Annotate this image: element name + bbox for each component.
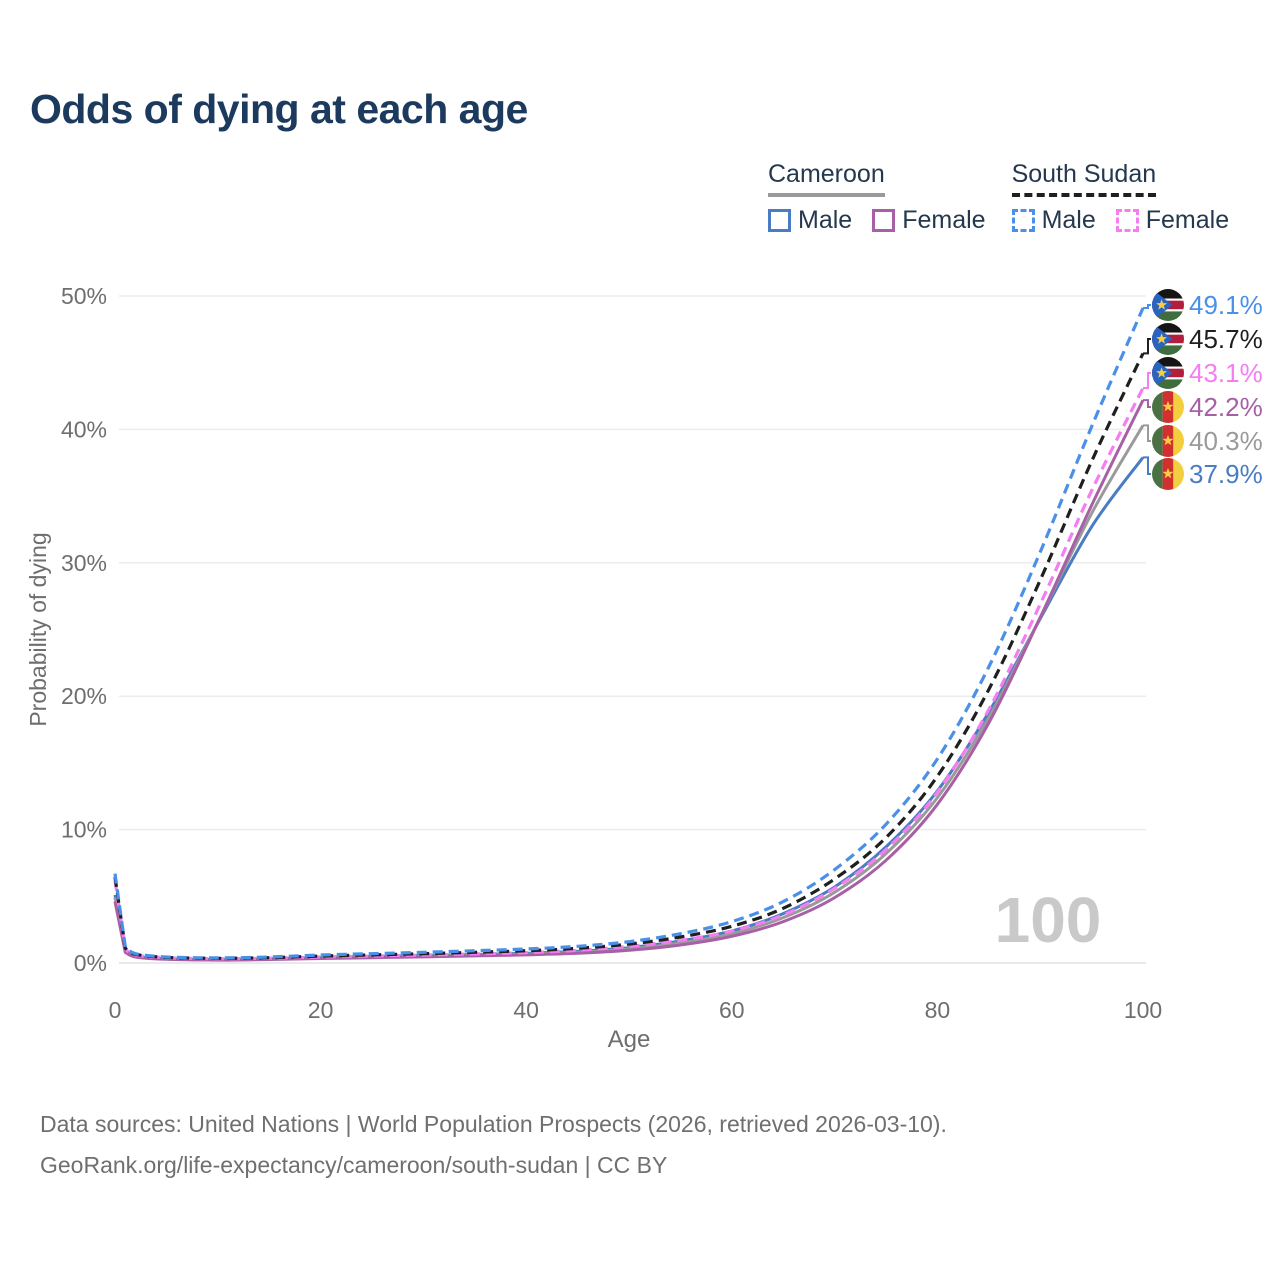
legend-item-south-sudan-female[interactable]: Female <box>1115 206 1230 235</box>
end-label-connector-south-sudan-female <box>1143 372 1151 389</box>
x-tick-label-80: 80 <box>925 997 951 1023</box>
end-value-label-cameroon-female: 42.2% <box>1189 392 1263 422</box>
end-value-label-south-sudan-male: 49.1% <box>1189 290 1263 320</box>
y-tick-label-0: 0% <box>74 950 107 976</box>
watermark-age-100: 100 <box>995 884 1102 956</box>
legend-label-cameroon-female: Female <box>902 206 986 234</box>
x-tick-label-40: 40 <box>513 997 539 1023</box>
flag-icon-cameroon <box>1152 391 1184 423</box>
flag-icon-cameroon <box>1152 425 1184 457</box>
legend-item-cameroon-male[interactable]: Male <box>768 206 852 235</box>
end-label-connector-cameroon-male <box>1143 456 1151 475</box>
legend-group-cameroon: Cameroon Male Female <box>768 160 986 235</box>
footer: Data sources: United Nations | World Pop… <box>40 1104 947 1186</box>
x-axis-title: Age <box>608 1026 651 1053</box>
y-tick-label-10: 10% <box>61 817 107 843</box>
footer-attribution: GeoRank.org/life-expectancy/cameroon/sou… <box>40 1152 668 1178</box>
legend-swatch-cameroon-male-icon <box>768 209 791 232</box>
series-line-south-sudan-both-sexes <box>113 352 1145 960</box>
end-value-label-south-sudan-female: 43.1% <box>1189 358 1263 388</box>
legend-swatch-south-sudan-male-icon <box>1011 209 1035 232</box>
legend-label-cameroon-male: Male <box>798 206 853 234</box>
legend-row-south-sudan: Male Female <box>1011 206 1230 235</box>
series-line-cameroon-female <box>113 399 1145 962</box>
end-label-connector-south-sudan-male <box>1143 304 1151 309</box>
series-line-south-sudan-male <box>113 307 1145 960</box>
legend-header-south-sudan[interactable]: South Sudan <box>1011 160 1157 197</box>
flag-icon-cameroon <box>1152 458 1184 490</box>
flag-icon-south-sudan <box>1152 323 1184 355</box>
legend-group-south-sudan: South Sudan Male Female <box>1011 160 1230 235</box>
x-tick-label-100: 100 <box>1124 997 1162 1023</box>
x-tick-label-60: 60 <box>719 997 745 1023</box>
y-tick-label-20: 20% <box>61 683 107 709</box>
flag-icon-south-sudan <box>1152 289 1184 321</box>
footer-data-sources: Data sources: United Nations | World Pop… <box>40 1111 947 1137</box>
legend-item-south-sudan-male[interactable]: Male <box>1011 206 1096 235</box>
end-label-connector-cameroon-both-sexes <box>1143 424 1151 442</box>
legend-label-south-sudan-female: Female <box>1145 206 1230 234</box>
x-tick-label-0: 0 <box>109 997 122 1023</box>
end-value-label-cameroon-both-sexes: 40.3% <box>1189 426 1263 456</box>
end-label-connector-cameroon-female <box>1143 399 1151 408</box>
end-label-connector-south-sudan-both-sexes <box>1143 338 1151 355</box>
flag-icon-south-sudan <box>1152 357 1184 389</box>
legend-label-south-sudan-male: Male <box>1041 206 1096 234</box>
legend-swatch-south-sudan-female-icon <box>1115 209 1139 232</box>
y-tick-label-40: 40% <box>61 416 107 442</box>
x-tick-label-20: 20 <box>308 997 334 1023</box>
legend-item-cameroon-female[interactable]: Female <box>872 206 986 235</box>
y-tick-label-50: 50% <box>61 283 107 309</box>
legend-swatch-cameroon-female-icon <box>872 209 896 232</box>
end-value-label-south-sudan-both-sexes: 45.7% <box>1189 324 1263 354</box>
legend-row-cameroon: Male Female <box>768 206 986 235</box>
y-tick-label-30: 30% <box>61 550 107 576</box>
series-line-south-sudan-female <box>113 387 1145 961</box>
end-value-label-cameroon-male: 37.9% <box>1189 459 1263 489</box>
legend: Cameroon Male Female South Sudan Male Fe… <box>768 160 1229 235</box>
legend-header-cameroon[interactable]: Cameroon <box>768 160 885 197</box>
page-title: Odds of dying at each age <box>30 86 528 132</box>
y-axis-title: Probability of dying <box>25 532 51 726</box>
